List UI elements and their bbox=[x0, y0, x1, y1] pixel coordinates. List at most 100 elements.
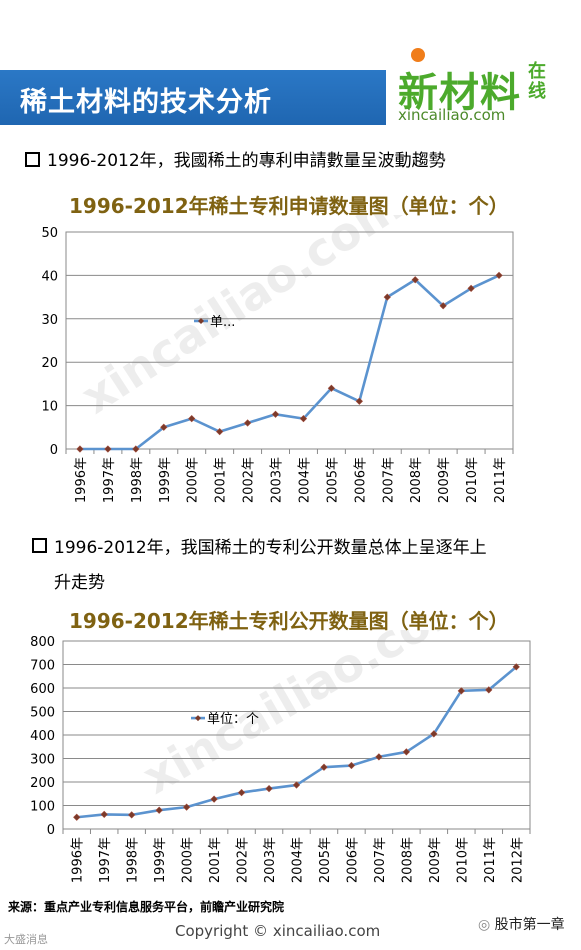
x-tick-label: 1997年 bbox=[98, 837, 113, 883]
data-point-marker bbox=[430, 730, 438, 738]
x-tick-label: 2003年 bbox=[270, 457, 285, 503]
x-tick-label: 2002年 bbox=[242, 457, 257, 503]
copyright-text: Copyright © xincailiao.com bbox=[175, 922, 381, 940]
y-tick-label: 0 bbox=[47, 823, 55, 838]
data-point-marker bbox=[355, 397, 363, 405]
x-tick-label: 2012年 bbox=[510, 837, 525, 883]
data-point-marker bbox=[210, 795, 218, 803]
x-tick-label: 2002年 bbox=[236, 837, 251, 883]
data-point-marker bbox=[439, 302, 447, 310]
x-tick-label: 2009年 bbox=[437, 457, 452, 503]
data-point-marker bbox=[237, 788, 246, 797]
bullet-square-icon bbox=[25, 152, 40, 167]
plot-area-frame bbox=[62, 640, 531, 830]
chart1-title: 1996-2012年稀土专利申请数量图（单位：个） bbox=[69, 194, 509, 218]
y-tick-label: 700 bbox=[30, 659, 55, 674]
data-point-marker bbox=[375, 753, 383, 761]
x-tick-label: 2001年 bbox=[214, 457, 229, 503]
y-tick-label: 40 bbox=[41, 269, 58, 284]
x-tick-label: 2004年 bbox=[291, 837, 306, 883]
x-tick-label: 2008年 bbox=[409, 457, 424, 503]
data-point-marker bbox=[104, 445, 112, 453]
legend-marker bbox=[195, 715, 201, 722]
series-line bbox=[79, 274, 500, 451]
x-tick-label: 2010年 bbox=[465, 457, 480, 503]
x-tick-label: 2000年 bbox=[186, 457, 201, 503]
legend-label: 单位：个 bbox=[207, 712, 259, 727]
data-point-marker bbox=[73, 813, 81, 821]
x-tick-label: 2009年 bbox=[428, 837, 443, 883]
x-tick-label: 2005年 bbox=[325, 457, 340, 503]
y-tick-label: 200 bbox=[30, 776, 55, 791]
wechat-account-label: ◎ 股市第一章 bbox=[478, 914, 565, 934]
data-point-marker bbox=[327, 384, 336, 392]
y-tick-label: 800 bbox=[30, 635, 55, 650]
x-tick-label: 2011年 bbox=[483, 837, 498, 883]
x-tick-label: 2000年 bbox=[181, 837, 196, 883]
legend-marker bbox=[198, 317, 204, 324]
x-tick-label: 2008年 bbox=[400, 837, 415, 883]
y-tick-label: 0 bbox=[50, 443, 58, 458]
x-tick-label: 2007年 bbox=[373, 837, 388, 883]
page-title: 稀土材料的技术分析 bbox=[20, 87, 272, 118]
data-point-marker bbox=[132, 445, 140, 453]
section2-heading-line2: 升走势 bbox=[54, 573, 105, 593]
section2-heading-line1: 1996-2012年，我国稀土的专利公开数量总体上呈逐年上 bbox=[54, 538, 487, 558]
data-point-marker bbox=[299, 414, 308, 423]
data-point-marker bbox=[128, 811, 136, 819]
source-note: 来源：重点产业专利信息服务平台，前瞻产业研究院 bbox=[8, 900, 285, 914]
y-tick-label: 400 bbox=[30, 729, 55, 744]
section1-heading: 1996-2012年，我國稀土的專利申請數量呈波動趨勢 bbox=[47, 151, 446, 171]
x-tick-label: 2005年 bbox=[318, 837, 333, 883]
wechat-account-name: 股市第一章 bbox=[494, 917, 565, 933]
data-point-marker bbox=[160, 423, 168, 431]
data-point-marker bbox=[182, 803, 191, 811]
y-tick-label: 500 bbox=[30, 706, 55, 721]
data-point-marker bbox=[100, 810, 108, 819]
data-point-marker bbox=[271, 410, 280, 418]
data-point-marker bbox=[243, 419, 252, 427]
x-tick-label: 1999年 bbox=[158, 457, 173, 503]
x-tick-label: 1998年 bbox=[126, 837, 141, 883]
data-point-marker bbox=[485, 686, 493, 694]
x-tick-label: 1998年 bbox=[130, 457, 145, 503]
y-tick-label: 300 bbox=[30, 753, 55, 768]
x-tick-label: 1999年 bbox=[153, 837, 168, 883]
data-point-marker bbox=[411, 276, 419, 284]
y-tick-label: 100 bbox=[30, 800, 55, 815]
x-tick-label: 2003年 bbox=[263, 837, 278, 883]
chart2-title: 1996-2012年稀土专利公开数量图（单位：个） bbox=[69, 609, 509, 633]
y-tick-label: 30 bbox=[41, 313, 58, 328]
x-tick-label: 2001年 bbox=[208, 837, 223, 883]
wechat-icon: ◎ bbox=[478, 917, 495, 933]
y-tick-label: 600 bbox=[30, 682, 55, 697]
x-tick-label: 2010年 bbox=[455, 837, 470, 883]
data-point-marker bbox=[76, 445, 84, 453]
y-tick-label: 50 bbox=[41, 226, 58, 241]
x-tick-label: 1997年 bbox=[102, 457, 117, 503]
data-point-marker bbox=[457, 687, 465, 695]
x-tick-label: 2006年 bbox=[345, 837, 360, 883]
data-point-marker bbox=[495, 271, 503, 280]
x-tick-label: 2007年 bbox=[381, 457, 396, 503]
logo-dot-icon bbox=[411, 48, 425, 62]
legend-label: 单... bbox=[210, 315, 235, 330]
x-tick-label: 1996年 bbox=[71, 837, 86, 883]
y-tick-label: 10 bbox=[41, 400, 58, 415]
bottom-left-watermark: 大盛消息 bbox=[4, 933, 48, 946]
data-point-marker bbox=[347, 761, 356, 770]
chart2-svg: xincailiao.com 0100200300400500600700800… bbox=[30, 630, 531, 883]
data-point-marker bbox=[320, 763, 328, 771]
data-point-marker bbox=[402, 748, 411, 756]
x-tick-label: 2011年 bbox=[493, 457, 508, 503]
logo-url: xincailiao.com bbox=[398, 106, 506, 124]
data-point-marker bbox=[188, 414, 196, 423]
x-tick-label: 1996年 bbox=[74, 457, 89, 503]
logo-main-text: 新材料 bbox=[398, 70, 521, 116]
data-point-marker bbox=[265, 784, 273, 793]
data-point-marker bbox=[383, 293, 391, 301]
data-point-marker bbox=[216, 428, 224, 436]
bullet-square-icon bbox=[32, 538, 47, 553]
data-point-marker bbox=[512, 663, 520, 671]
